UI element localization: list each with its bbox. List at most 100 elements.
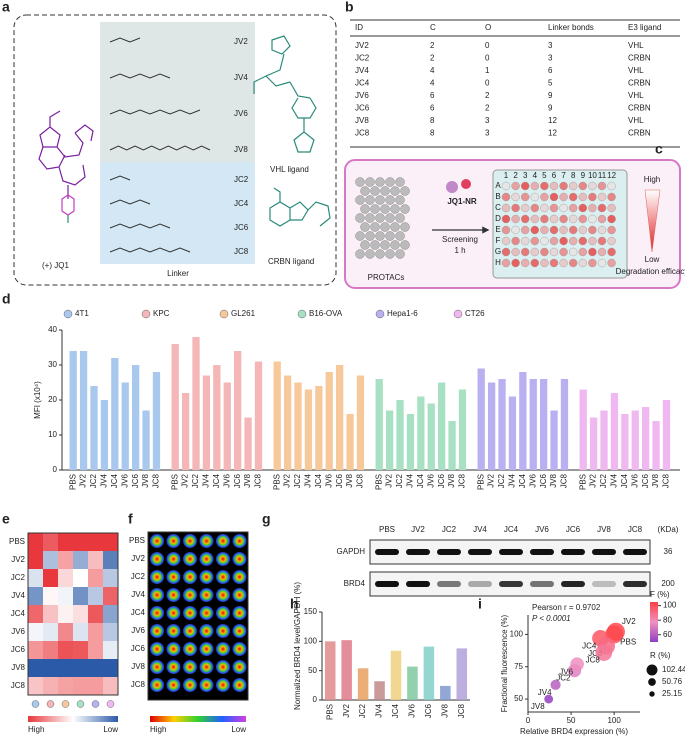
well — [232, 624, 247, 638]
protac-ball — [355, 195, 365, 205]
label: 6 — [552, 171, 557, 180]
bar — [69, 351, 77, 470]
plate-well — [530, 258, 539, 268]
x-tick-label: JV8 — [651, 473, 660, 487]
bar — [375, 379, 383, 470]
label: 11 — [598, 171, 607, 180]
well — [166, 624, 181, 638]
table-cell: 3 — [485, 129, 490, 138]
heatmap-cell — [103, 587, 118, 605]
well — [166, 642, 181, 656]
plate-well — [530, 247, 539, 257]
plate-well — [501, 214, 511, 224]
bar — [304, 389, 313, 470]
plate-well — [578, 192, 587, 202]
heatmap-cell — [88, 569, 103, 587]
plate-well — [501, 247, 511, 257]
well-image — [147, 531, 249, 701]
heatmap-cell — [103, 533, 118, 551]
table-header: E3 ligand — [628, 23, 661, 32]
bar — [487, 382, 496, 470]
column-key — [61, 700, 70, 708]
plate-well — [540, 247, 549, 257]
x-tick-label: JV2 — [181, 473, 190, 487]
plate-well — [569, 247, 578, 257]
label: JQ1-NR — [447, 197, 477, 206]
bar — [406, 414, 415, 470]
x-tick-label: PBS — [374, 474, 383, 490]
bubble — [550, 679, 561, 690]
table-cell: 1 — [485, 66, 490, 75]
table-cell: 0 — [485, 41, 490, 50]
linker-id: JC6 — [234, 223, 249, 232]
x-tick-label: JC6 — [641, 473, 650, 488]
plate-well — [578, 236, 587, 246]
linker-structure — [109, 37, 141, 43]
x-tick-label: JC4 — [518, 473, 527, 488]
x-tick-label: JC4 — [620, 473, 629, 488]
plate-well — [597, 247, 607, 257]
well — [199, 606, 214, 620]
well — [150, 606, 164, 620]
lane-label: PBS — [379, 525, 395, 534]
heatmap-frame — [27, 532, 119, 696]
plate-well — [521, 203, 530, 213]
x-tick-label: JV4 — [508, 473, 517, 487]
x-tick-label: JV2 — [487, 473, 496, 487]
table-cell: VHL — [628, 41, 644, 50]
plate-well — [511, 225, 520, 235]
plate-well — [597, 181, 607, 191]
label: PROTACs — [368, 273, 405, 282]
label: High — [150, 725, 166, 734]
x-tick-label: JV4 — [375, 703, 384, 717]
bar — [152, 372, 161, 470]
well — [199, 534, 214, 548]
brd4-band — [623, 581, 647, 587]
heatmap-cell — [28, 533, 43, 551]
jq1-structure — [38, 110, 94, 223]
row-label: JV6 — [131, 626, 145, 635]
bar — [90, 386, 98, 470]
brd4-band — [406, 581, 430, 587]
plate-well — [607, 203, 616, 213]
heatmap-cell — [43, 605, 58, 623]
legend-label: GL261 — [231, 309, 256, 318]
x-tick-label: 50 — [567, 716, 576, 725]
legend-title: F (%) — [650, 590, 670, 599]
plate-well — [501, 236, 511, 246]
row-label: PBS — [9, 537, 25, 546]
panel-label: c — [655, 141, 663, 157]
bar — [234, 351, 242, 470]
label: 2 — [513, 171, 518, 180]
table-cell: 2 — [485, 104, 490, 113]
table-cell: 8 — [430, 129, 435, 138]
heatmap-cell — [43, 641, 58, 659]
plate-well — [597, 225, 607, 235]
well — [216, 552, 230, 566]
plate-well — [549, 236, 559, 246]
heatmap-cell — [88, 641, 103, 659]
label: B — [495, 192, 500, 201]
x-tick-label: JV4 — [304, 473, 313, 487]
plate-well — [521, 258, 530, 268]
protac-ball — [365, 195, 375, 205]
row-label: JC6 — [131, 644, 146, 653]
x-tick-label: JV6 — [324, 473, 333, 487]
plate-well — [501, 258, 511, 268]
gapdh-band — [375, 549, 399, 555]
heatmap-cell — [43, 533, 58, 551]
heatmap-cell — [73, 569, 88, 587]
size-legend-mark — [648, 678, 656, 686]
plate-well — [588, 203, 597, 213]
column-key — [76, 700, 85, 708]
label: G — [495, 247, 501, 256]
x-tick-label: JV2 — [283, 473, 292, 487]
linker-structure — [109, 247, 191, 253]
bubble — [570, 657, 584, 671]
table-cell: 4 — [430, 66, 435, 75]
well — [183, 660, 197, 674]
well — [199, 570, 214, 584]
label: A — [495, 181, 501, 190]
y-tick-label: 0 — [313, 695, 318, 704]
well — [232, 642, 247, 656]
